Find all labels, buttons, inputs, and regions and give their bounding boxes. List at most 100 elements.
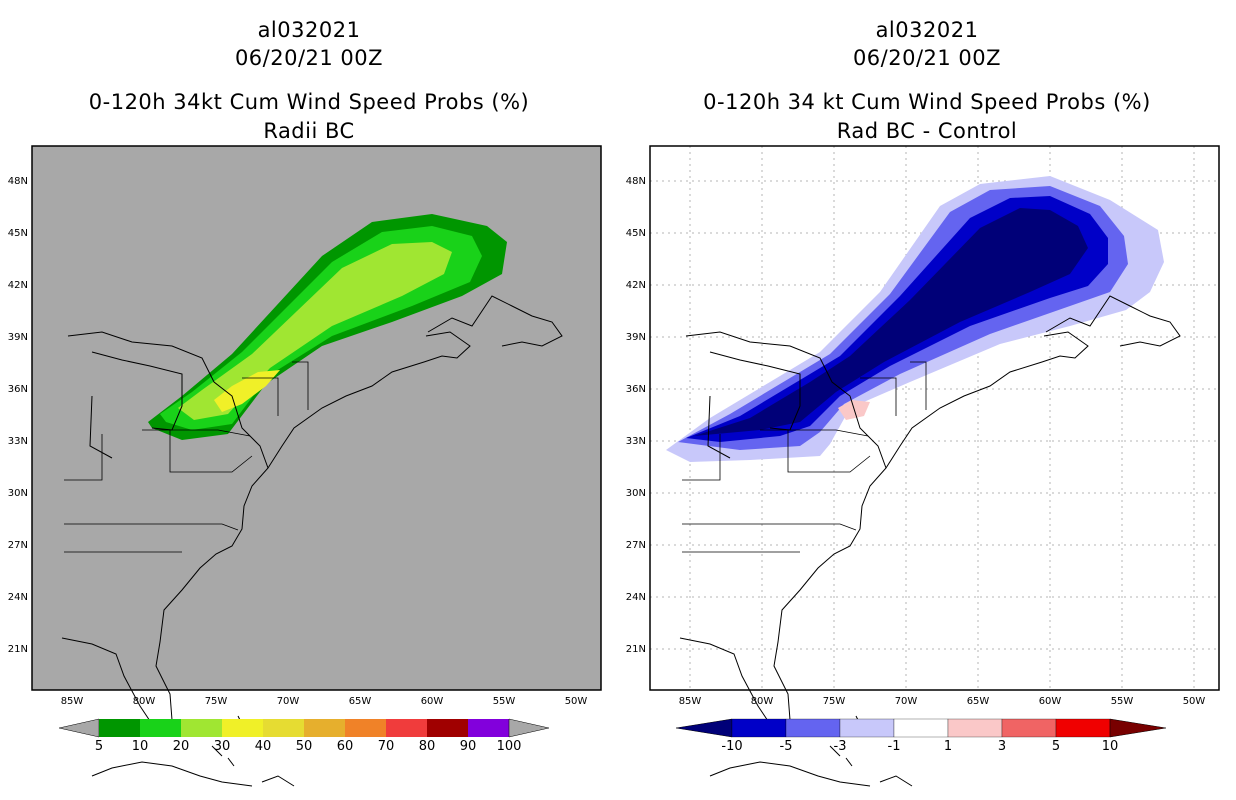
state-border <box>292 361 309 410</box>
map-area <box>31 145 602 787</box>
lat-tick-label: 36N <box>8 384 28 395</box>
colorbar-swatch <box>140 719 181 737</box>
left-map: 85W 80W 75W 70W 65W 60W 55W 50W 48N 45N 42N 39N 36N 3… <box>8 145 602 787</box>
state-border <box>910 361 927 410</box>
colorbar-label: 80 <box>419 739 436 754</box>
lat-tick-label: 30N <box>626 488 646 499</box>
prob-contour-20 <box>178 242 452 420</box>
coastline <box>261 775 295 787</box>
coastline <box>267 331 471 469</box>
colorbar-left-arrow <box>675 718 733 738</box>
colorbar-swatch <box>222 719 263 737</box>
map-frame <box>649 145 1220 691</box>
colorbar-right-arrow <box>508 718 550 738</box>
map-area <box>649 145 1220 787</box>
state-border <box>64 523 239 531</box>
lon-tick-label: 50W <box>565 696 588 707</box>
left-datetime: 06/20/21 00Z <box>234 46 384 70</box>
colorbar-swatch <box>893 718 949 738</box>
state-border <box>170 429 251 437</box>
right-datetime: 06/20/21 00Z <box>852 46 1002 70</box>
state-border <box>760 429 871 473</box>
state-border <box>682 523 857 531</box>
lat-tick-label: 42N <box>626 280 646 291</box>
colorbar-swatch <box>263 719 304 737</box>
left-storm-id: al032021 <box>257 18 361 42</box>
coastline <box>1045 295 1181 347</box>
lat-tick-label: 42N <box>8 280 28 291</box>
colorbar-label: 100 <box>497 739 522 754</box>
coastline <box>885 331 1089 469</box>
colorbar-label: -5 <box>780 739 793 754</box>
colorbar-label: 60 <box>337 739 354 754</box>
lat-tick-label: 30N <box>8 488 28 499</box>
colorbar-label: 3 <box>998 739 1006 754</box>
colorbar-label: 10 <box>1102 739 1119 754</box>
lon-tick-label: 55W <box>1111 696 1134 707</box>
colorbar-label: 90 <box>460 739 477 754</box>
lat-tick-label: 21N <box>8 644 28 655</box>
coastline <box>709 761 871 787</box>
lon-tick-label: 85W <box>679 696 702 707</box>
state-border <box>788 429 869 437</box>
colorbar-swatch <box>304 719 345 737</box>
lat-tick-label: 21N <box>626 644 646 655</box>
colorbar-swatch <box>468 719 509 737</box>
right-subtitle: Rad BC - Control <box>836 119 1018 143</box>
right-map: 85W 80W 75W 70W 65W 60W 55W 50W 48N 45N 42N 39N 36N 3… <box>626 145 1220 787</box>
lat-tick-label: 27N <box>8 540 28 551</box>
colorbar-swatch <box>345 719 386 737</box>
colorbar-label: 20 <box>173 739 190 754</box>
lon-tick-label: 80W <box>133 696 156 707</box>
coastline <box>89 395 113 459</box>
lon-tick-label: 65W <box>349 696 372 707</box>
colorbar-right-arrow <box>1109 718 1167 738</box>
lat-tick-label: 24N <box>626 592 646 603</box>
coastline <box>879 775 913 787</box>
state-border <box>242 377 279 416</box>
lon-tick-label: 75W <box>823 696 846 707</box>
colorbar-left-arrow <box>58 718 100 738</box>
state-border <box>142 429 253 473</box>
lon-tick-label: 50W <box>1183 696 1206 707</box>
lat-tick-label: 24N <box>8 592 28 603</box>
colorbar-swatch <box>1055 718 1111 738</box>
state-border <box>64 434 103 481</box>
colorbar-swatch <box>785 718 841 738</box>
colorbar-label: -10 <box>721 739 742 754</box>
lon-tick-label: 60W <box>1039 696 1062 707</box>
prob-contour-30 <box>214 370 280 412</box>
colorbar-swatch <box>99 719 140 737</box>
lon-tick-label: 60W <box>421 696 444 707</box>
coastline <box>829 715 863 767</box>
lat-tick-label: 45N <box>626 228 646 239</box>
colorbar-label: 40 <box>255 739 272 754</box>
lon-tick-label: 85W <box>61 696 84 707</box>
lon-tick-label: 75W <box>205 696 228 707</box>
state-border <box>860 377 897 416</box>
lat-tick-label: 48N <box>8 176 28 187</box>
state-border <box>682 434 721 481</box>
right-panel: al032021 06/20/21 00Z 0-120h 34 kt Cum W… <box>618 0 1236 800</box>
colorbar-label: 5 <box>1052 739 1060 754</box>
colorbar-label: 50 <box>296 739 313 754</box>
coastline <box>707 395 731 459</box>
colorbar-label: 30 <box>214 739 231 754</box>
colorbar-label: -3 <box>834 739 847 754</box>
colorbar-label: -1 <box>888 739 901 754</box>
lon-tick-label: 65W <box>967 696 990 707</box>
colorbar-label: 10 <box>132 739 149 754</box>
lat-tick-label: 36N <box>626 384 646 395</box>
map-background <box>32 146 601 690</box>
colorbar-swatch <box>947 718 1003 738</box>
colorbar-swatch <box>181 719 222 737</box>
lon-tick-label: 70W <box>277 696 300 707</box>
coastline <box>427 295 563 347</box>
colorbar-swatch <box>427 719 468 737</box>
colorbar-label: 1 <box>944 739 952 754</box>
right-title: 0-120h 34 kt Cum Wind Speed Probs (%) <box>703 90 1151 114</box>
lon-tick-label: 70W <box>895 696 918 707</box>
lon-tick-label: 80W <box>751 696 774 707</box>
map-frame <box>31 145 602 691</box>
lon-tick-label: 55W <box>493 696 516 707</box>
